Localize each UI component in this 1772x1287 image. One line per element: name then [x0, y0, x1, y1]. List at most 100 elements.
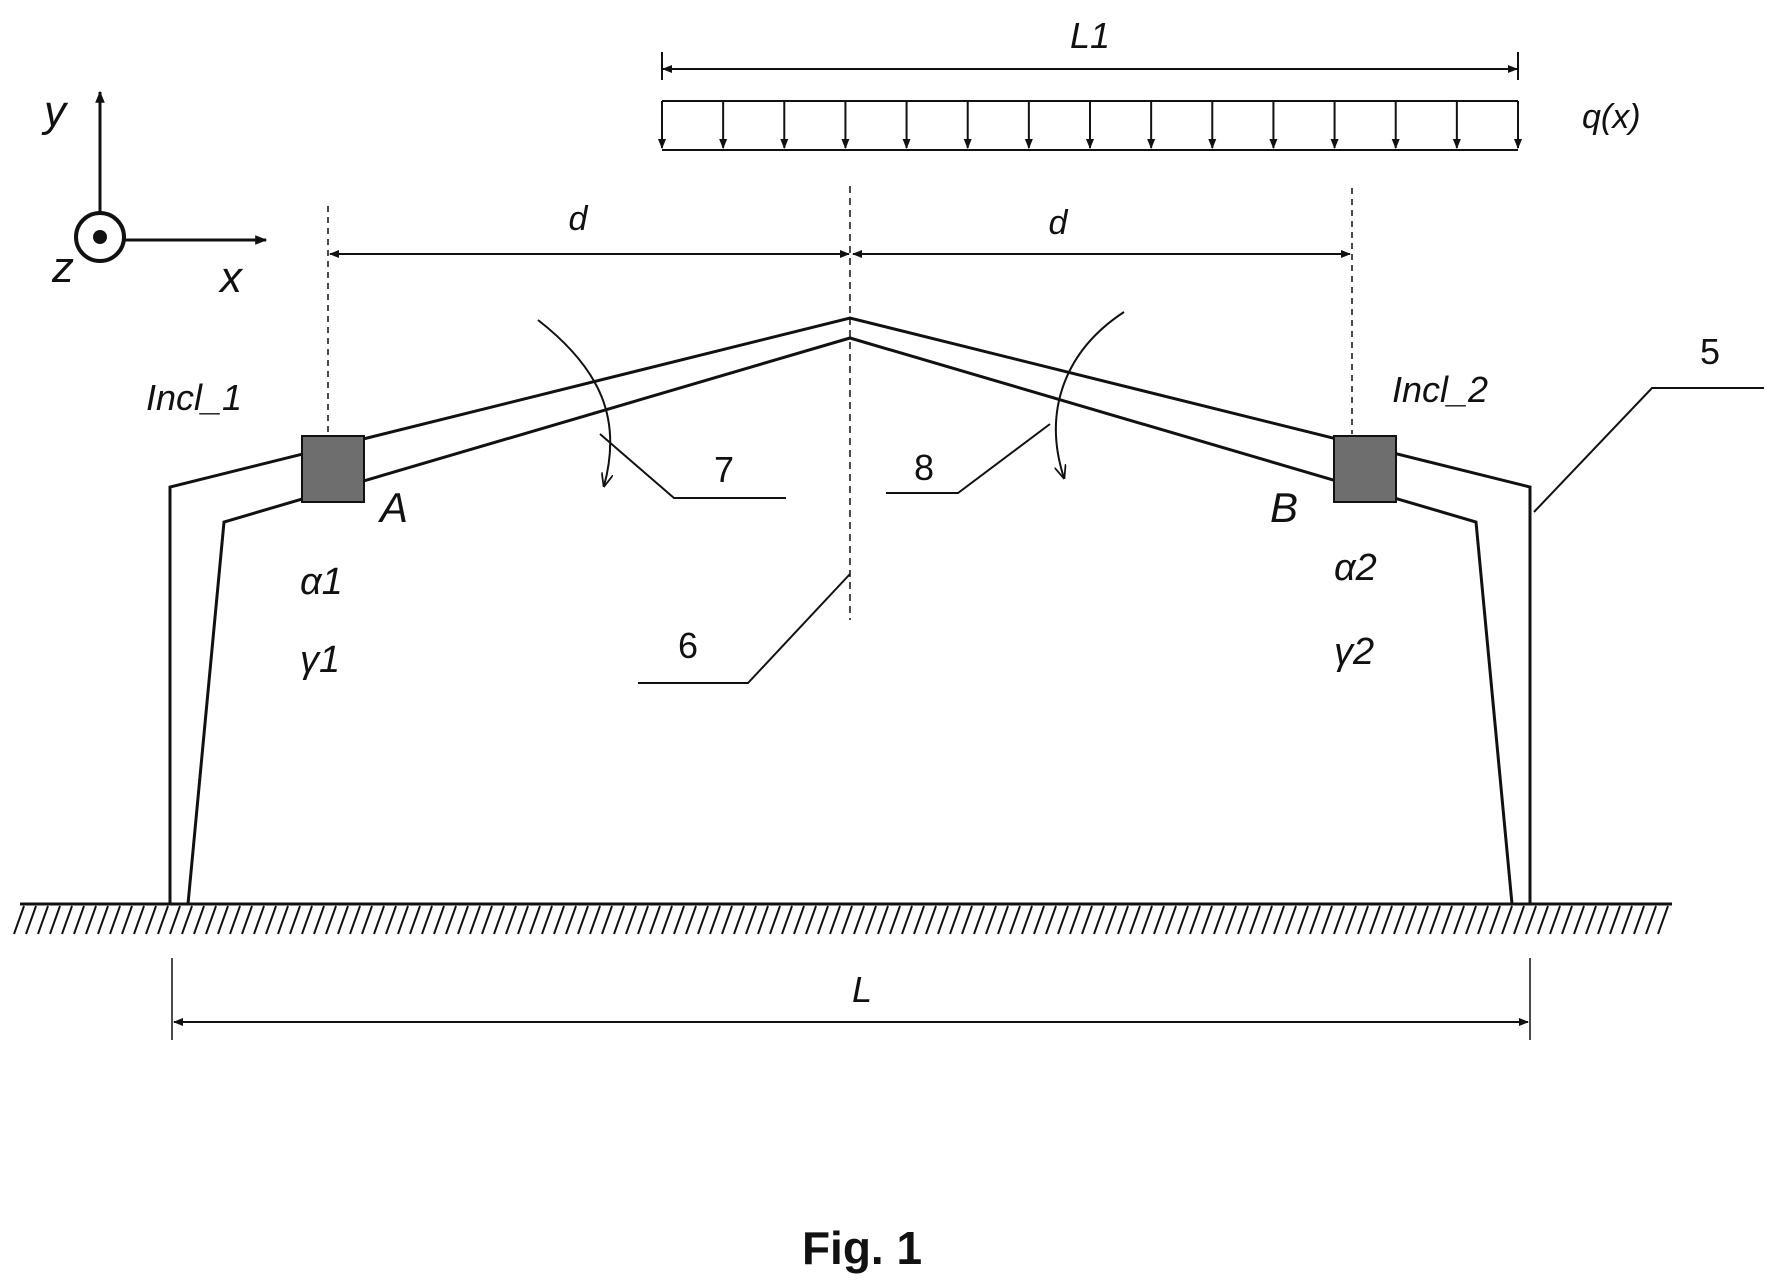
inclinometer-2-label: Incl_2 [1392, 369, 1488, 410]
ground-hatch-mark [1130, 906, 1140, 934]
d-right-label: d [1049, 204, 1069, 242]
ground-hatch-mark [1070, 906, 1080, 934]
ground-hatch-mark [1298, 906, 1308, 934]
span-label: L [852, 969, 872, 1010]
ground-hatch-mark [386, 906, 396, 934]
ground-hatch-mark [614, 906, 624, 934]
ground-hatch-mark [722, 906, 732, 934]
ref-8-label: 8 [914, 447, 934, 488]
ground-hatch-mark [602, 906, 612, 934]
ground-hatch-mark [1418, 906, 1428, 934]
ground-hatch-mark [1142, 906, 1152, 934]
ground-hatch-mark [1262, 906, 1272, 934]
ground-hatch-mark [362, 906, 372, 934]
inclinometer-1-sensor [302, 436, 364, 502]
ground-hatch-mark [530, 906, 540, 934]
ground-hatch-mark [278, 906, 288, 934]
frame-inner-outline [188, 338, 1512, 904]
ground-hatch-mark [1658, 906, 1668, 934]
figure-caption: Fig. 1 [802, 1222, 922, 1274]
ground-hatch-mark [578, 906, 588, 934]
ground-hatch-mark [122, 906, 132, 934]
alpha-2-label: α2 [1334, 547, 1377, 589]
ground-hatch-mark [1406, 906, 1416, 934]
ground-hatch-mark [794, 906, 804, 934]
ground-hatch-mark [1454, 906, 1464, 934]
ground-hatch-mark [650, 906, 660, 934]
ground-hatch-mark [782, 906, 792, 934]
coordinate-axes: y x z [41, 87, 266, 302]
ground-hatch-mark [1094, 906, 1104, 934]
ref-6-label: 6 [678, 625, 698, 666]
alpha-1-label: α1 [300, 561, 343, 603]
ground-hatch-mark [1010, 906, 1020, 934]
ground-hatch-mark [1250, 906, 1260, 934]
ground-hatch-mark [662, 906, 672, 934]
ground-hatch-mark [1226, 906, 1236, 934]
ground-hatch-mark [1238, 906, 1248, 934]
ground-hatch-mark [314, 906, 324, 934]
ground-hatch-mark [182, 906, 192, 934]
ground-hatch-mark [1394, 906, 1404, 934]
ground-hatch-mark [1154, 906, 1164, 934]
ground-hatch-mark [1502, 906, 1512, 934]
ground-hatch-mark [986, 906, 996, 934]
ground-hatch-mark [410, 906, 420, 934]
ground-hatch-mark [998, 906, 1008, 934]
ground-hatch-mark [230, 906, 240, 934]
span-dimension: L [172, 958, 1530, 1040]
ground-hatch-mark [194, 906, 204, 934]
ground-hatch-mark [134, 906, 144, 934]
ground-hatch-mark [1634, 906, 1644, 934]
ground-hatch-mark [1574, 906, 1584, 934]
ground-hatch-mark [1562, 906, 1572, 934]
ground-hatching [14, 906, 1668, 934]
ground-hatch-mark [1442, 906, 1452, 934]
ground-hatch-mark [422, 906, 432, 934]
z-axis-dot-icon [93, 230, 107, 244]
ground-hatch-mark [326, 906, 336, 934]
ground-hatch-mark [554, 906, 564, 934]
ground-hatch-mark [626, 906, 636, 934]
gamma-1-label: γ1 [300, 639, 340, 681]
d-left-label: d [569, 200, 589, 238]
ground-hatch-mark [710, 906, 720, 934]
load-label: q(x) [1582, 98, 1641, 136]
point-b-label: B [1270, 484, 1298, 531]
ground-hatch-mark [1598, 906, 1608, 934]
ground-hatch-mark [14, 906, 24, 934]
distributed-load: L1 q(x) [662, 15, 1641, 150]
ground-hatch-mark [1478, 906, 1488, 934]
ground-hatch-mark [1190, 906, 1200, 934]
ground-hatch-mark [1646, 906, 1656, 934]
ground-hatch-mark [1118, 906, 1128, 934]
ground-hatch-mark [674, 906, 684, 934]
ground [14, 904, 1672, 934]
ground-hatch-mark [146, 906, 156, 934]
ground-hatch-mark [506, 906, 516, 934]
ground-hatch-mark [434, 906, 444, 934]
ground-hatch-mark [698, 906, 708, 934]
ground-hatch-mark [1490, 906, 1500, 934]
ground-hatch-mark [758, 906, 768, 934]
ground-hatch-mark [374, 906, 384, 934]
ground-hatch-mark [566, 906, 576, 934]
leader-7 [600, 434, 786, 498]
ground-hatch-mark [254, 906, 264, 934]
ground-hatch-mark [26, 906, 36, 934]
ground-hatch-mark [446, 906, 456, 934]
ground-hatch-mark [830, 906, 840, 934]
ground-hatch-mark [1058, 906, 1068, 934]
ground-hatch-mark [1178, 906, 1188, 934]
d-dimensions: d d [328, 188, 1352, 434]
ground-hatch-mark [470, 906, 480, 934]
ground-hatch-mark [974, 906, 984, 934]
ground-hatch-mark [206, 906, 216, 934]
ref-5-label: 5 [1700, 331, 1720, 372]
inclinometer-2-sensor [1334, 436, 1396, 502]
ground-hatch-mark [1166, 906, 1176, 934]
ground-hatch-mark [98, 906, 108, 934]
ground-hatch-mark [878, 906, 888, 934]
ground-hatch-mark [302, 906, 312, 934]
